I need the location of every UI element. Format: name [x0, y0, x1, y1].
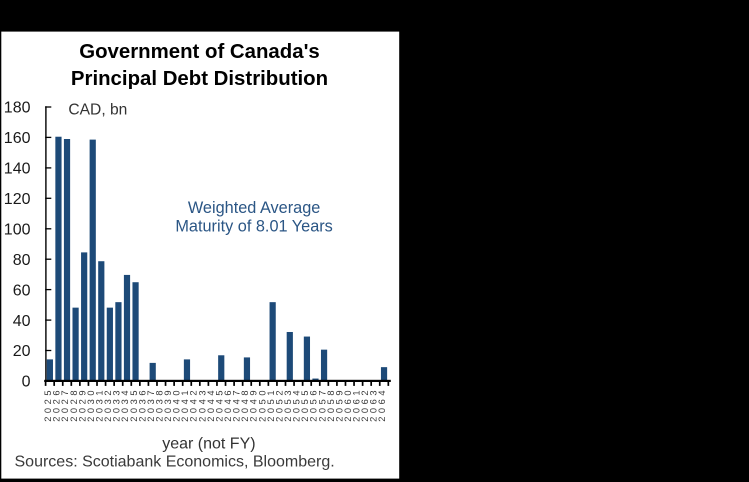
svg-text:100: 100 [4, 222, 31, 239]
svg-text:40: 40 [13, 313, 31, 330]
svg-text:120: 120 [4, 191, 31, 208]
svg-text:CAD, bn: CAD, bn [68, 101, 127, 118]
svg-text:Maturity of 8.01 Years: Maturity of 8.01 Years [175, 218, 332, 236]
svg-text:Principal Debt Distribution: Principal Debt Distribution [71, 68, 328, 90]
svg-text:Sources: Scotiabank Economics,: Sources: Scotiabank Economics, Bloomberg… [15, 453, 335, 470]
svg-text:160: 160 [4, 130, 31, 147]
svg-text:Government of Canada's: Government of Canada's [79, 41, 320, 63]
svg-text:180: 180 [4, 100, 31, 117]
svg-text:0: 0 [22, 374, 31, 391]
svg-text:20: 20 [13, 343, 31, 360]
svg-text:60: 60 [13, 282, 31, 299]
svg-text:80: 80 [13, 252, 31, 269]
svg-text:140: 140 [4, 161, 31, 178]
svg-text:year (not FY): year (not FY) [162, 435, 255, 452]
svg-text:Weighted Average: Weighted Average [188, 199, 320, 217]
